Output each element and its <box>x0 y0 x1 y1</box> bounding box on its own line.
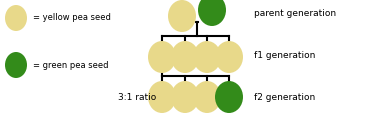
Ellipse shape <box>148 41 176 73</box>
Ellipse shape <box>5 52 27 78</box>
Text: = green pea seed: = green pea seed <box>33 60 109 69</box>
Ellipse shape <box>198 0 226 26</box>
Text: 3:1 ratio: 3:1 ratio <box>118 92 156 102</box>
Ellipse shape <box>5 5 27 31</box>
Ellipse shape <box>193 41 221 73</box>
Ellipse shape <box>193 81 221 113</box>
Text: f1 generation: f1 generation <box>254 50 315 60</box>
Ellipse shape <box>168 0 196 32</box>
Text: = yellow pea seed: = yellow pea seed <box>33 13 111 22</box>
Text: parent generation: parent generation <box>254 10 336 18</box>
Ellipse shape <box>148 81 176 113</box>
Ellipse shape <box>215 41 243 73</box>
Ellipse shape <box>215 81 243 113</box>
Ellipse shape <box>171 81 199 113</box>
Text: f2 generation: f2 generation <box>254 92 315 102</box>
Ellipse shape <box>171 41 199 73</box>
